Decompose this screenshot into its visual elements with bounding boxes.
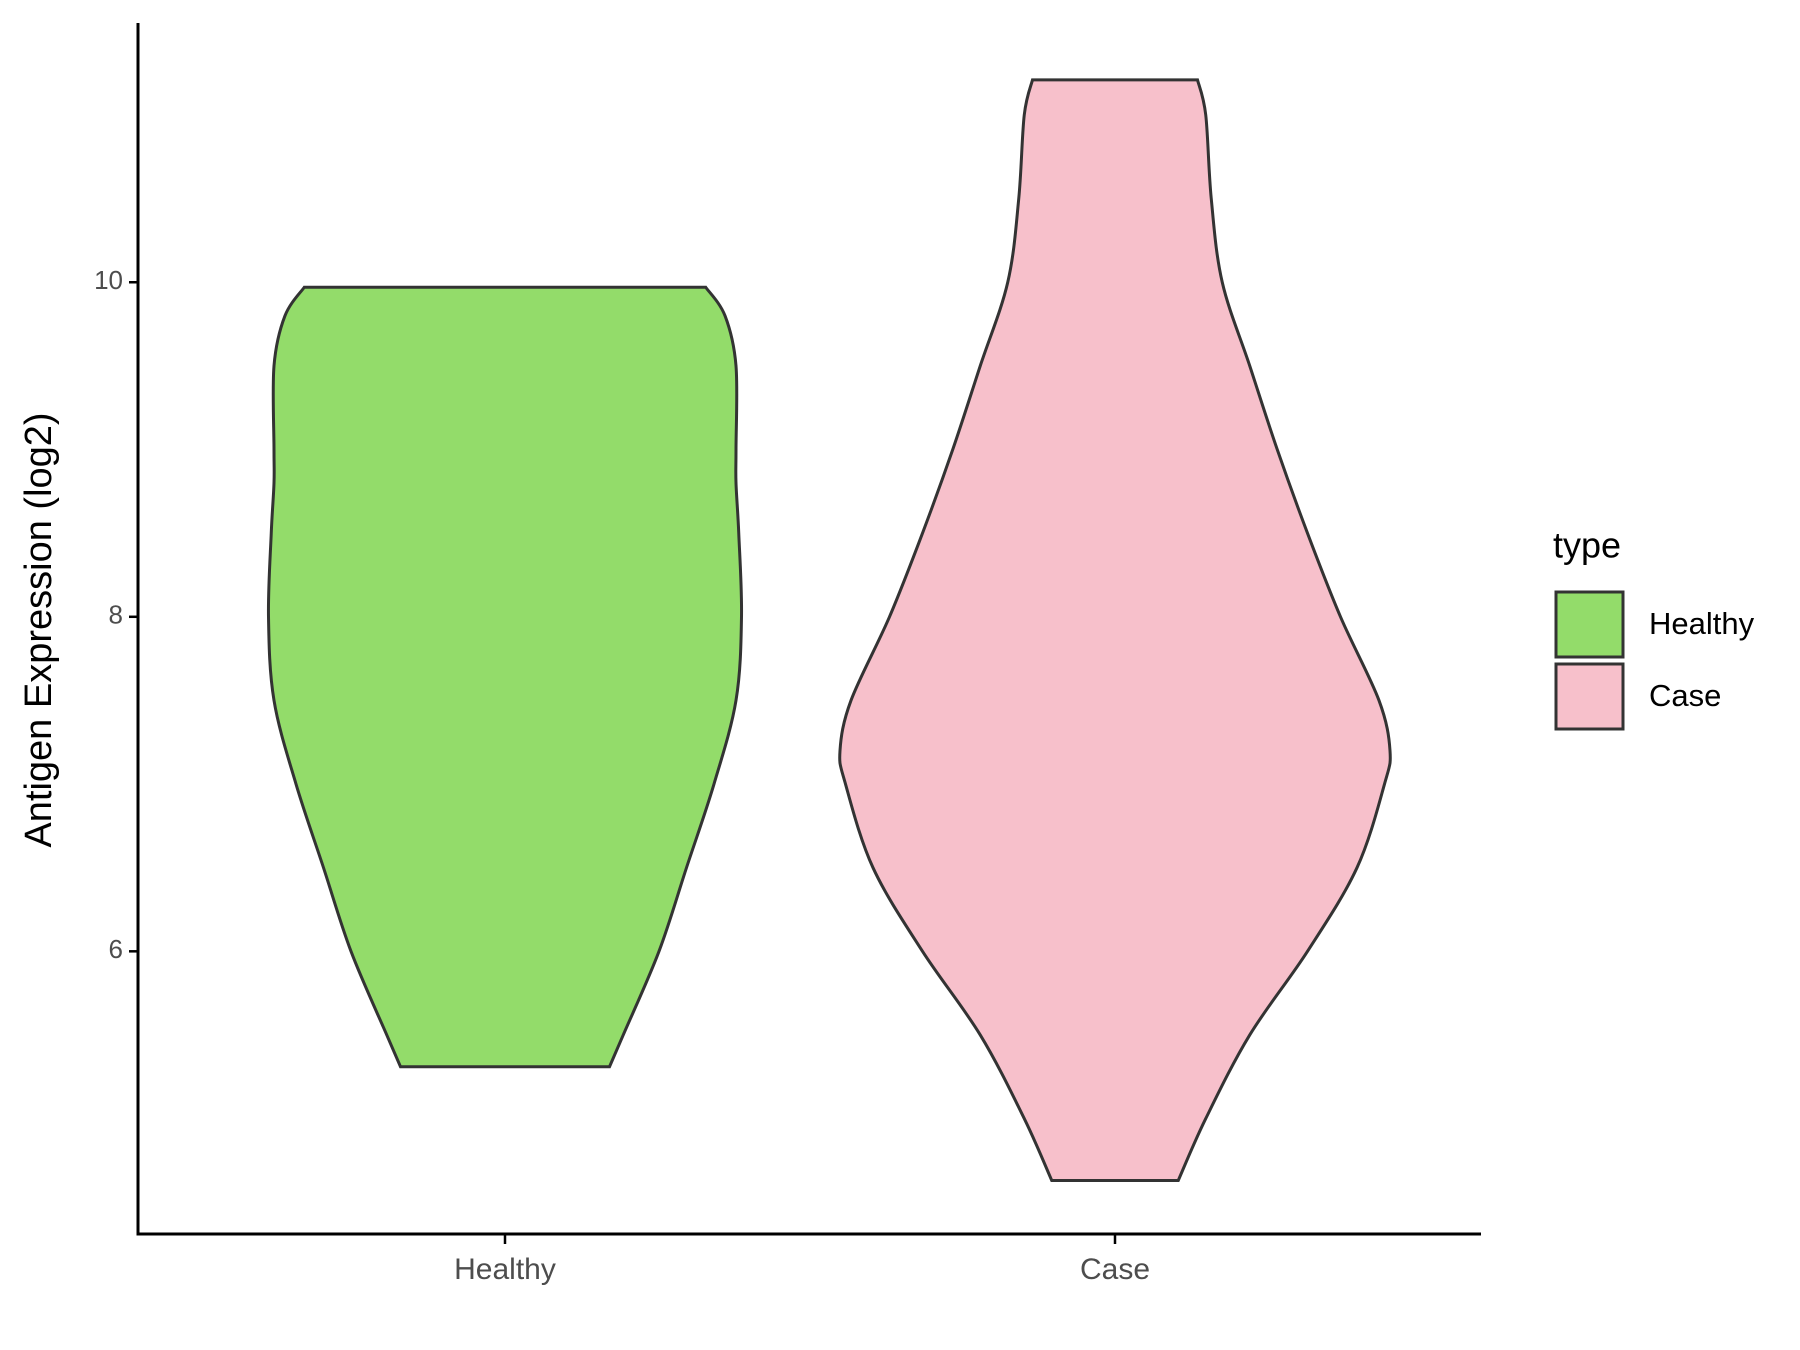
legend-title: type xyxy=(1553,525,1621,566)
violin xyxy=(266,285,744,1069)
y-tick-label: 6 xyxy=(109,934,123,964)
legend-key xyxy=(1554,590,1625,659)
legend-key xyxy=(1554,662,1625,731)
y-tick-label: 8 xyxy=(109,600,123,630)
legend-label: Case xyxy=(1649,678,1721,713)
x-tick-label: Case xyxy=(1080,1253,1150,1286)
x-tick-label: Healthy xyxy=(454,1253,556,1286)
legend-label: Healthy xyxy=(1649,606,1755,641)
y-tick-label: 10 xyxy=(94,265,123,295)
y-axis-label: Antigen Expression (log2) xyxy=(18,412,60,847)
violin xyxy=(838,78,1392,1182)
